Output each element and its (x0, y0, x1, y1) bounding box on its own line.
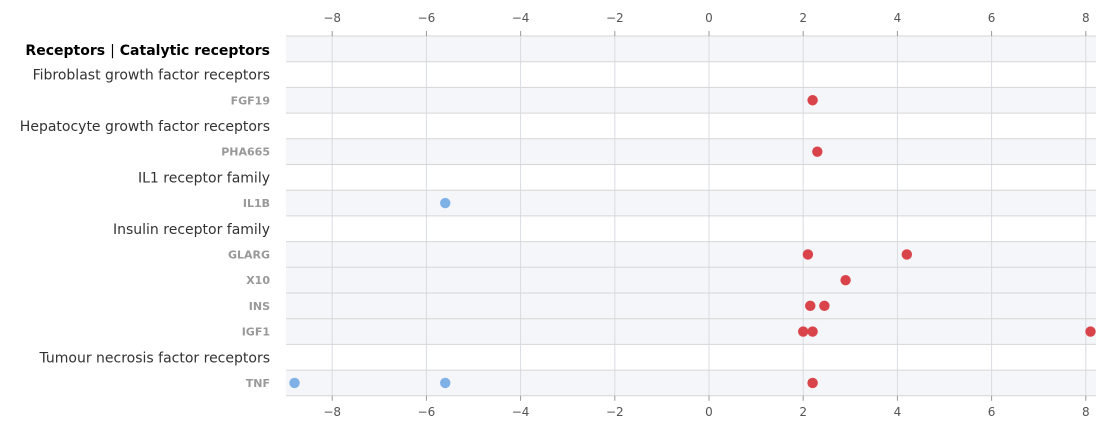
group-label-hepatocyte-growth-factor-receptors: Hepatocyte growth factor receptors (20, 119, 270, 135)
compound-label-fgf19: FGF19 (231, 94, 270, 107)
compound-label-tnf: TNF (246, 377, 270, 390)
tick-label-top: −8 (323, 11, 341, 25)
tick-label-top: −4 (512, 11, 530, 25)
x-axis-bottom: −8 −6 −4 −2 0 2 4 6 8 (323, 395, 1090, 419)
point-fgf19-1[interactable] (807, 95, 818, 106)
tick-label-top: 4 (894, 11, 902, 25)
tick-label-top: 8 (1082, 11, 1090, 25)
row-bands (286, 36, 1096, 396)
point-ins-2[interactable] (819, 300, 830, 312)
band-il1b (286, 190, 1096, 216)
tick-label-bottom: −4 (512, 405, 530, 419)
chart-title: Receptors | Catalytic receptors (25, 43, 270, 59)
point-pha665-1[interactable] (812, 146, 823, 157)
compound-label-igf1: IGF1 (242, 326, 270, 339)
point-ins-1[interactable] (805, 300, 816, 312)
band-pha665 (286, 138, 1096, 165)
point-glarg-1[interactable] (802, 249, 814, 260)
band-x10 (286, 267, 1096, 293)
x-axis-top: −8 −6 −4 −2 0 2 4 6 8 (323, 11, 1090, 36)
tick-label-bottom: −2 (606, 405, 624, 419)
title-main: Receptors (25, 43, 105, 59)
band-title (286, 36, 1096, 62)
data-points (289, 95, 1096, 389)
band-ins (286, 293, 1096, 319)
tick-label-top: 0 (705, 11, 713, 25)
group-label-fibroblast-growth-factor-receptors: Fibroblast growth factor receptors (33, 68, 270, 84)
point-x10-1[interactable] (840, 274, 851, 286)
compound-label-glarg: GLARG (228, 248, 270, 261)
tick-label-bottom: 2 (799, 405, 807, 419)
point-glarg-2[interactable] (901, 249, 913, 260)
band-fgf19 (286, 87, 1096, 114)
group-label-il1-receptor-family: IL1 receptor family (138, 170, 270, 186)
title-separator: | (110, 43, 115, 59)
tick-label-bottom: 0 (705, 405, 713, 419)
point-igf1-3[interactable] (1085, 326, 1096, 337)
tick-label-top: 6 (988, 11, 996, 25)
tick-label-bottom: 4 (894, 405, 902, 419)
compound-label-pha665: PHA665 (221, 146, 270, 159)
point-tnf-3[interactable] (807, 377, 818, 389)
point-tnf-1[interactable] (289, 377, 300, 389)
compound-label-x10: X10 (246, 274, 270, 287)
tick-label-bottom: 8 (1082, 405, 1090, 419)
row-separators (286, 35, 1096, 397)
compound-label-ins: INS (249, 300, 270, 313)
tick-label-top: −6 (418, 11, 436, 25)
tick-label-bottom: 6 (988, 405, 996, 419)
group-label-tumour-necrosis-factor-receptors: Tumour necrosis factor receptors (38, 350, 270, 366)
group-label-insulin-receptor-family: Insulin receptor family (113, 222, 270, 238)
compound-label-il1b: IL1B (243, 197, 270, 210)
band-glarg (286, 241, 1096, 268)
title-sub: Catalytic receptors (120, 43, 270, 59)
point-il1b-1[interactable] (440, 197, 451, 209)
tick-label-top: −2 (606, 11, 624, 25)
point-igf1-2[interactable] (807, 326, 818, 337)
tick-label-top: 2 (799, 11, 807, 25)
point-igf1-1[interactable] (798, 326, 809, 337)
tick-label-bottom: −6 (418, 405, 436, 419)
row-labels: Fibroblast growth factor receptors FGF19 H… (20, 68, 271, 390)
band-igf1 (286, 318, 1096, 345)
band-tnf (286, 370, 1096, 396)
point-tnf-2[interactable] (440, 377, 451, 389)
tick-label-bottom: −8 (323, 405, 341, 419)
